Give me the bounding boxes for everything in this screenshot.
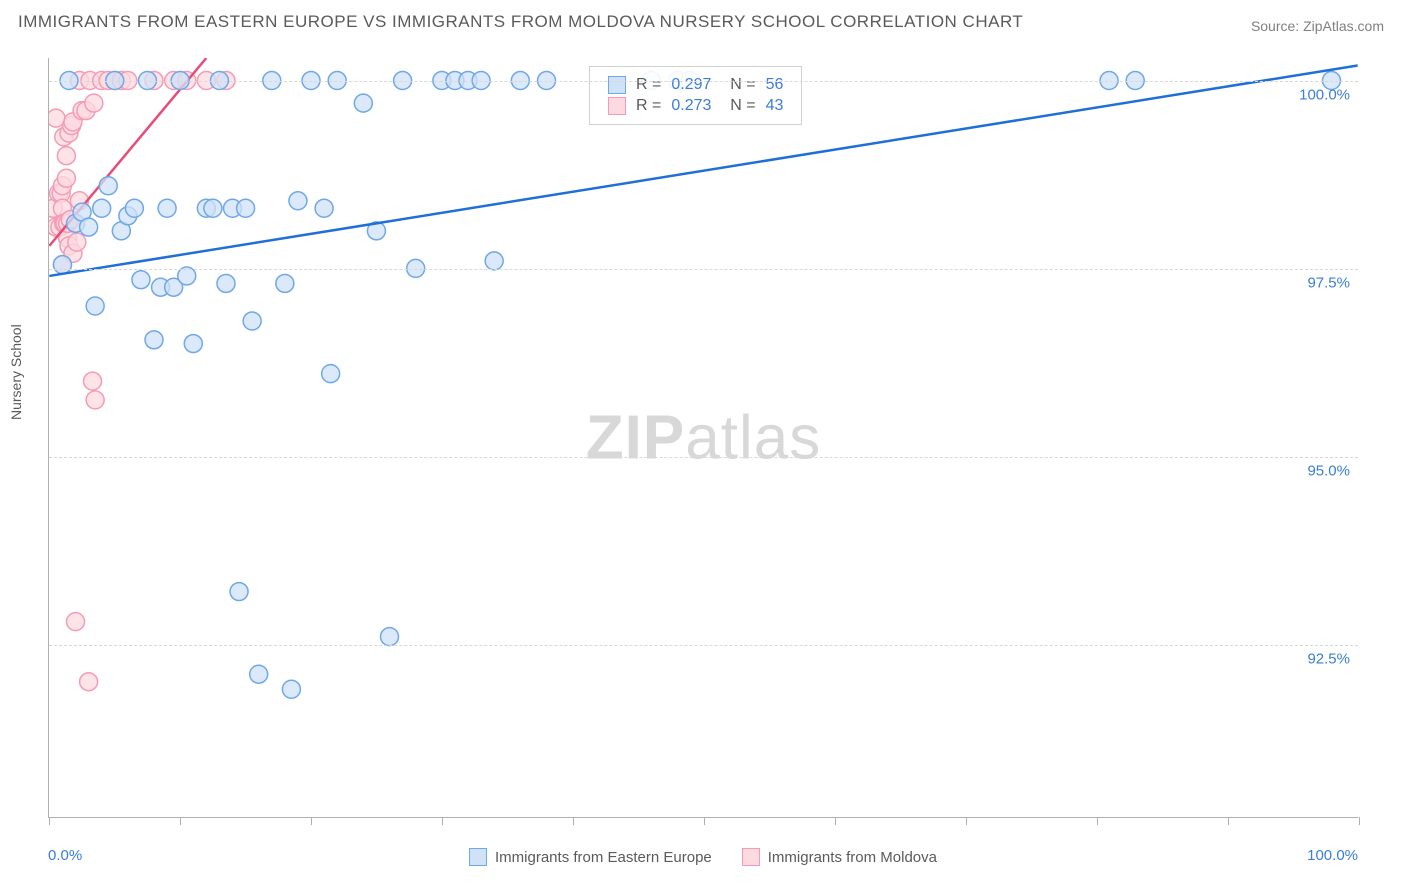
y-tick-label: 92.5% xyxy=(1307,650,1350,667)
stats-row-series-1: R = 0.297 N = 56 xyxy=(608,76,783,94)
legend-item-1: Immigrants from Eastern Europe xyxy=(469,848,712,866)
y-tick-label: 100.0% xyxy=(1299,86,1350,103)
chart-container: IMMIGRANTS FROM EASTERN EUROPE VS IMMIGR… xyxy=(0,0,1406,892)
scatter-svg xyxy=(49,58,1358,817)
legend-label-2: Immigrants from Moldova xyxy=(768,849,937,866)
stats-n-value-1: 56 xyxy=(766,76,784,94)
stats-n-value-2: 43 xyxy=(766,97,784,115)
legend-swatch-1 xyxy=(469,848,487,866)
chart-title: IMMIGRANTS FROM EASTERN EUROPE VS IMMIGR… xyxy=(18,12,1023,32)
stats-row-series-2: R = 0.273 N = 43 xyxy=(608,97,783,115)
y-tick-label: 95.0% xyxy=(1307,462,1350,479)
x-axis-min-label: 0.0% xyxy=(48,847,82,864)
bottom-legend: Immigrants from Eastern Europe Immigrant… xyxy=(469,848,937,866)
watermark-bold: ZIP xyxy=(586,403,685,472)
x-axis-max-label: 100.0% xyxy=(1307,847,1358,864)
legend-item-2: Immigrants from Moldova xyxy=(742,848,937,866)
source-attribution: Source: ZipAtlas.com xyxy=(1251,18,1384,34)
stats-legend-box: R = 0.297 N = 56 R = 0.273 N = 43 xyxy=(589,66,802,125)
legend-label-1: Immigrants from Eastern Europe xyxy=(495,849,712,866)
y-axis-label: Nursery School xyxy=(8,324,24,420)
stats-n-label: N = xyxy=(721,76,755,94)
swatch-series-1 xyxy=(608,76,626,94)
y-tick-label: 97.5% xyxy=(1307,274,1350,291)
plot-area: ZIPatlas R = 0.297 N = 56 R = 0.273 N = … xyxy=(48,58,1358,818)
stats-n-label: N = xyxy=(721,97,755,115)
legend-swatch-2 xyxy=(742,848,760,866)
stats-r-label: R = xyxy=(636,76,661,94)
stats-r-value-1: 0.297 xyxy=(671,76,711,94)
swatch-series-2 xyxy=(608,97,626,115)
watermark-light: atlas xyxy=(685,403,821,472)
watermark: ZIPatlas xyxy=(586,402,821,473)
stats-r-value-2: 0.273 xyxy=(671,97,711,115)
stats-r-label: R = xyxy=(636,97,661,115)
